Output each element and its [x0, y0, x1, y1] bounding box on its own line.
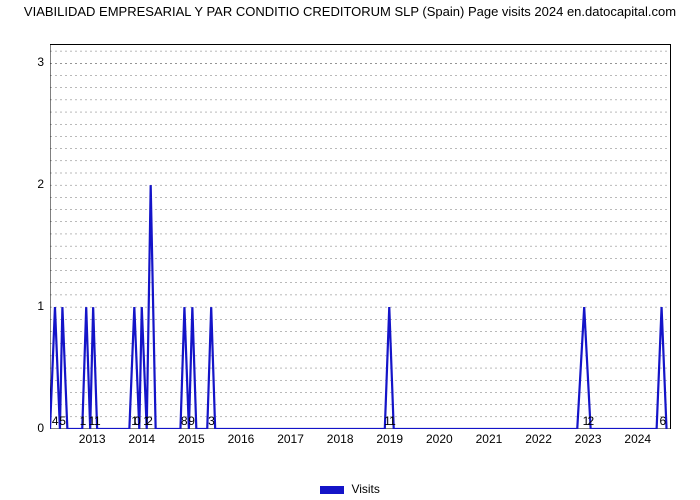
x-tick-label: 2014	[128, 432, 155, 446]
x-tick-label: 2020	[426, 432, 453, 446]
x-tick-label: 2022	[525, 432, 552, 446]
x-tick-label: 2024	[624, 432, 651, 446]
y-tick-label: 1	[4, 299, 44, 313]
x-tick-label: 2023	[575, 432, 602, 446]
spike-count-label: 2	[588, 414, 594, 428]
y-tick-label: 3	[4, 55, 44, 69]
plot-svg	[50, 45, 670, 429]
legend: Visits	[0, 482, 700, 496]
x-tick-label: 2015	[178, 432, 205, 446]
spike-count-label: 6	[659, 414, 665, 428]
x-tick-label: 2016	[228, 432, 255, 446]
chart-figure: VIABILIDAD EMPRESARIAL Y PAR CONDITIO CR…	[0, 0, 700, 500]
spike-count-label: 1	[94, 414, 100, 428]
y-tick-label: 0	[4, 421, 44, 435]
plot-area	[50, 44, 671, 429]
x-tick-label: 2017	[277, 432, 304, 446]
spike-count-label: 1	[389, 414, 395, 428]
spike-count-label: 4	[52, 414, 58, 428]
spike-count-label: 3	[208, 414, 214, 428]
legend-label: Visits	[351, 482, 379, 496]
x-tick-label: 2019	[376, 432, 403, 446]
visits-line	[50, 185, 667, 429]
x-tick-label: 2018	[327, 432, 354, 446]
spike-count-label: 8	[181, 414, 187, 428]
x-tick-label: 2021	[476, 432, 503, 446]
legend-swatch	[320, 486, 344, 494]
spike-count-label: 2	[146, 414, 152, 428]
x-tick-label: 2013	[79, 432, 106, 446]
chart-title: VIABILIDAD EMPRESARIAL Y PAR CONDITIO CR…	[0, 4, 700, 20]
y-tick-label: 2	[4, 177, 44, 191]
spike-count-label: 9	[188, 414, 194, 428]
spike-count-label: 1 1	[80, 414, 95, 428]
spike-count-label: 5	[59, 414, 65, 428]
